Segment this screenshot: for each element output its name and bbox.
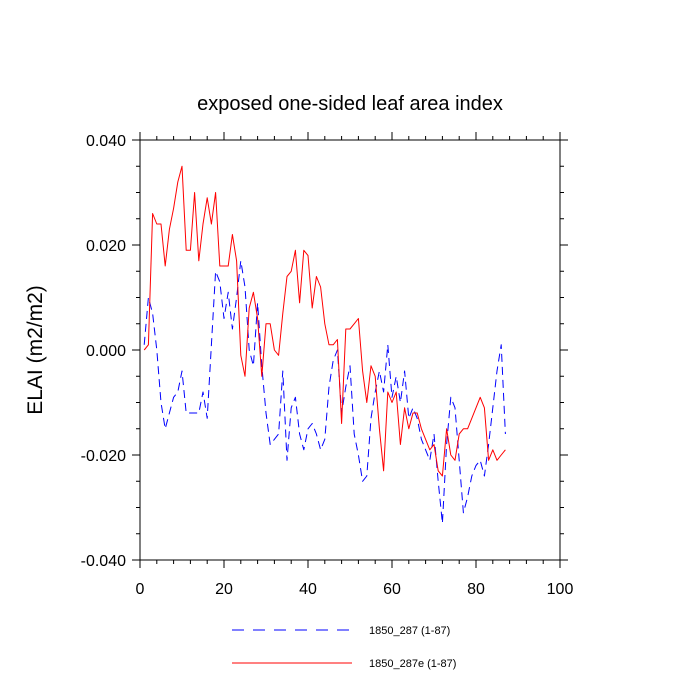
x-tick-label: 100 [547,581,574,598]
y-tick-label: -0.040 [81,553,126,570]
plot-frame [139,139,561,561]
series-layer [143,165,506,524]
axis-ticks [132,132,568,568]
series-line-2 [143,165,506,477]
legend: 1850_287 (1-87) 1850_287e (1-87) [232,625,456,670]
x-tick-label: 0 [136,581,145,598]
legend-label-2: 1850_287e (1-87) [369,658,456,670]
legend-label-1: 1850_287 (1-87) [369,625,450,637]
x-tick-label: 60 [383,581,401,598]
y-axis-label: ELAI (m2/m2) [24,285,47,415]
x-tick-label: 40 [299,581,317,598]
x-tick-label: 80 [467,581,485,598]
y-tick-label: 0.020 [86,238,126,255]
y-tick-label: 0.040 [86,133,126,150]
chart-title: exposed one-sided leaf area index [197,93,503,115]
x-tick-label: 20 [215,581,233,598]
y-tick-label: 0.000 [86,343,126,360]
y-tick-label: -0.020 [81,448,126,465]
series-line-1 [143,260,506,524]
tick-labels: 0 20 40 60 80 100 -0.040 -0.020 0.000 0.020 0.040 [81,133,574,598]
